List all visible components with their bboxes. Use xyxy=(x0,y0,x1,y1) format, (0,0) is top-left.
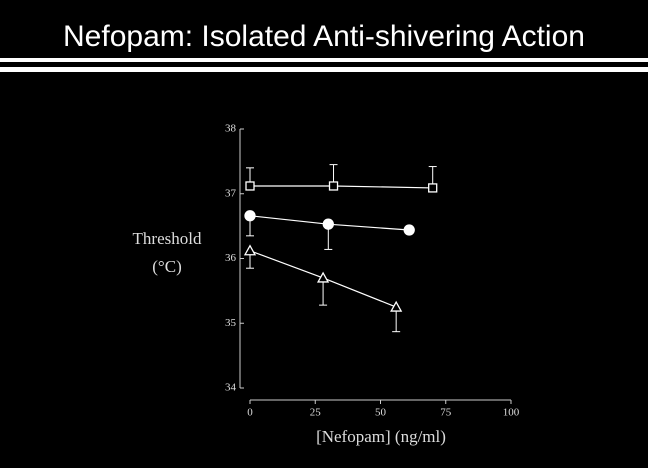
slide-title: Nefopam: Isolated Anti-shivering Action xyxy=(63,20,585,53)
x-tick-label: 25 xyxy=(310,407,322,419)
x-tick-label: 0 xyxy=(247,407,253,419)
x-tick-label: 50 xyxy=(375,407,387,419)
y-axis-label: Threshold xyxy=(133,229,202,248)
marker xyxy=(403,224,415,236)
y-tick-label: 34 xyxy=(225,382,237,394)
rule xyxy=(0,58,648,62)
x-tick-label: 100 xyxy=(503,407,520,419)
marker xyxy=(243,244,257,256)
y-tick-label: 36 xyxy=(225,252,237,264)
marker xyxy=(428,183,438,193)
x-axis-label: [Nefopam] (ng/ml) xyxy=(316,427,446,446)
rule xyxy=(0,67,648,72)
marker xyxy=(390,300,403,312)
marker xyxy=(328,181,339,191)
y-tick-label: 37 xyxy=(225,187,237,199)
marker xyxy=(244,210,256,222)
x-tick-label: 75 xyxy=(440,407,452,419)
marker xyxy=(322,218,334,230)
marker xyxy=(245,181,255,191)
y-tick-label: 35 xyxy=(225,317,237,329)
y-tick-label: 38 xyxy=(225,123,237,135)
marker xyxy=(316,271,330,283)
y-axis-label: (°C) xyxy=(152,257,181,276)
